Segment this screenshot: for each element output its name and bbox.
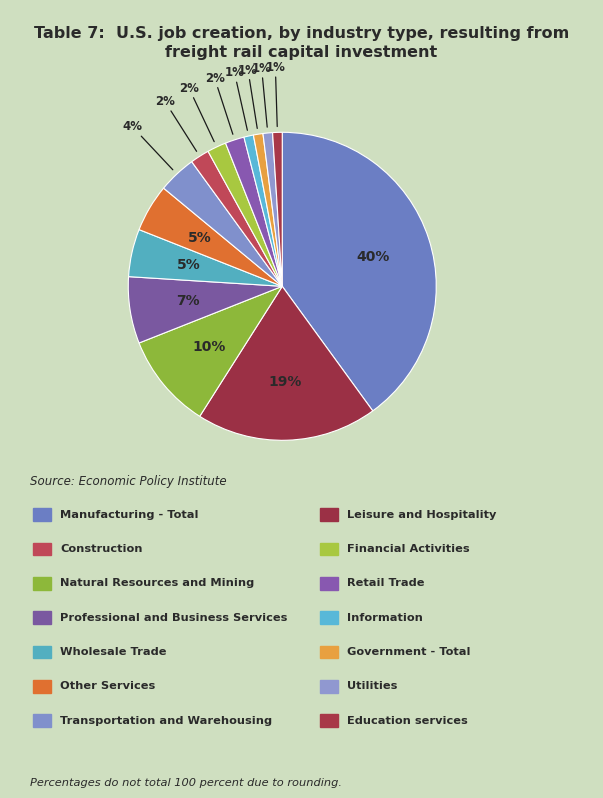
Text: Education services: Education services <box>347 716 467 725</box>
Text: Utilities: Utilities <box>347 681 397 691</box>
Wedge shape <box>192 152 282 286</box>
Text: Transportation and Warehousing: Transportation and Warehousing <box>60 716 273 725</box>
Wedge shape <box>208 143 282 286</box>
Text: Wholesale Trade: Wholesale Trade <box>60 647 167 657</box>
Text: Financial Activities: Financial Activities <box>347 544 469 554</box>
Text: 5%: 5% <box>188 231 212 245</box>
Text: Table 7:  U.S. job creation, by industry type, resulting from
freight rail capit: Table 7: U.S. job creation, by industry … <box>34 26 569 61</box>
Text: Leisure and Hospitality: Leisure and Hospitality <box>347 510 496 519</box>
Wedge shape <box>273 132 282 286</box>
Text: Professional and Business Services: Professional and Business Services <box>60 613 288 622</box>
Wedge shape <box>128 277 282 343</box>
Wedge shape <box>226 137 282 286</box>
Wedge shape <box>163 162 282 286</box>
Text: Retail Trade: Retail Trade <box>347 579 425 588</box>
Text: 1%: 1% <box>265 61 285 127</box>
Text: Percentages do not total 100 percent due to rounding.: Percentages do not total 100 percent due… <box>30 778 342 788</box>
Text: Government - Total: Government - Total <box>347 647 470 657</box>
Text: 40%: 40% <box>356 250 390 264</box>
Text: Natural Resources and Mining: Natural Resources and Mining <box>60 579 254 588</box>
Text: 2%: 2% <box>179 82 214 142</box>
Text: 2%: 2% <box>155 95 197 152</box>
Wedge shape <box>200 286 373 440</box>
Text: 1%: 1% <box>224 66 247 130</box>
Wedge shape <box>263 132 282 286</box>
Wedge shape <box>282 132 436 411</box>
Wedge shape <box>253 133 282 286</box>
Wedge shape <box>139 188 282 286</box>
Text: 4%: 4% <box>122 120 173 170</box>
Text: 10%: 10% <box>192 340 226 354</box>
Wedge shape <box>244 135 282 286</box>
Text: Source: Economic Policy Institute: Source: Economic Policy Institute <box>30 475 227 488</box>
Text: 5%: 5% <box>177 259 201 272</box>
Text: Construction: Construction <box>60 544 143 554</box>
Text: Manufacturing - Total: Manufacturing - Total <box>60 510 199 519</box>
Text: 1%: 1% <box>238 64 258 128</box>
Wedge shape <box>128 230 282 286</box>
Text: 19%: 19% <box>268 375 302 389</box>
Text: 2%: 2% <box>205 72 233 134</box>
Text: Other Services: Other Services <box>60 681 156 691</box>
Wedge shape <box>139 286 282 417</box>
Text: Information: Information <box>347 613 423 622</box>
Text: 7%: 7% <box>176 294 200 308</box>
Text: 1%: 1% <box>251 62 271 127</box>
